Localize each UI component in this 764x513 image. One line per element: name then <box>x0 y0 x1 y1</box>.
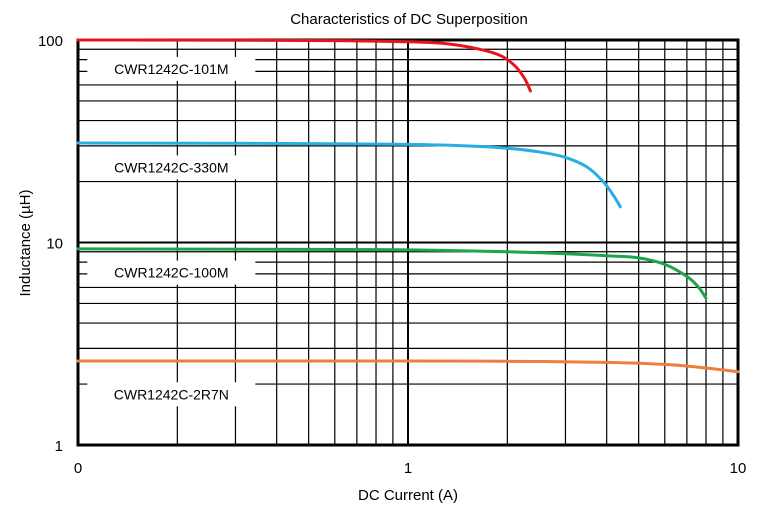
series-label: CWR1242C-330M <box>114 159 228 175</box>
series-label: CWR1242C-101M <box>114 61 228 77</box>
series-labels: CWR1242C-101M CWR1242C-330M CWR1242C-100M C… <box>87 56 256 407</box>
series-line-cwr1242c-100m <box>76 247 708 300</box>
x-axis-label: DC Current (A) <box>358 487 458 504</box>
y-tick-label: 100 <box>38 33 63 50</box>
series-label-box <box>87 260 256 285</box>
series-line-cwr1242c-2r7n <box>76 359 740 374</box>
y-axis-label: Inductance (µH) <box>17 189 34 296</box>
series-label-box <box>87 382 256 407</box>
series-label: CWR1242C-100M <box>114 265 228 281</box>
series-line-cwr1242c-330m <box>76 141 622 209</box>
series-lines <box>76 38 740 374</box>
plot-frame <box>76 38 740 447</box>
series-label-box <box>87 56 256 81</box>
series-label: CWR1242C-2R7N <box>114 386 229 402</box>
grid-lines <box>77 39 739 446</box>
series-line-cwr1242c-101m <box>76 38 532 93</box>
x-tick-label: 10 <box>730 460 747 477</box>
y-tick-label: 10 <box>46 236 63 253</box>
x-tick-label: 0 <box>74 460 82 477</box>
chart-title: Characteristics of DC Superposition <box>290 11 528 28</box>
series-label-box <box>87 155 256 180</box>
x-tick-label: 1 <box>404 460 412 477</box>
y-tick-label: 1 <box>55 438 63 455</box>
